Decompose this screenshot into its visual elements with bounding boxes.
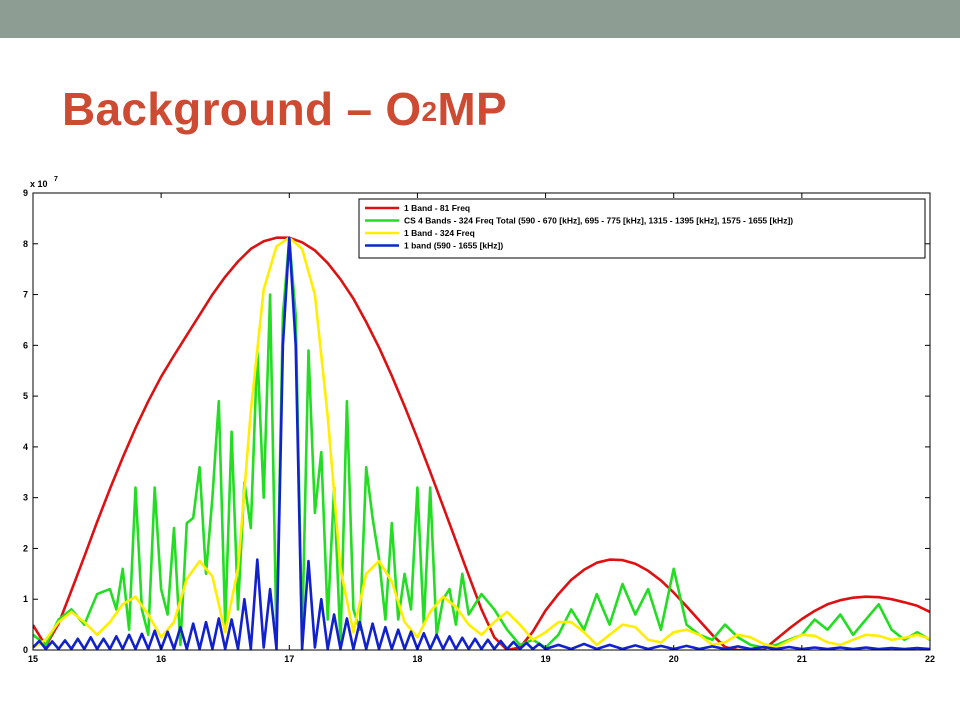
- slide-title-superscript: 2: [421, 96, 438, 127]
- y-tick-label: 8: [23, 239, 28, 249]
- x-tick-label: 22: [925, 654, 935, 664]
- y-multiplier-exponent: 7: [54, 176, 58, 183]
- y-tick-label: 5: [23, 391, 28, 401]
- legend-label: CS 4 Bands - 324 Freq Total (590 - 670 […: [404, 216, 793, 226]
- x-tick-label: 21: [797, 654, 807, 664]
- y-multiplier-label: x 10: [30, 179, 48, 189]
- x-tick-label: 17: [284, 654, 294, 664]
- y-tick-label: 7: [23, 290, 28, 300]
- legend-label: 1 Band - 81 Freq: [404, 203, 470, 213]
- axis-ticks: 15 16 17 18 19 20 21 22 0 1 2 3 4 5 6 7 8 9: [23, 188, 935, 664]
- x-tick-label: 15: [28, 654, 38, 664]
- series-line-4: [33, 236, 930, 650]
- y-tick-label: 2: [23, 543, 28, 553]
- legend-label: 1 band (590 - 1655 [kHz]): [404, 241, 503, 251]
- legend-label: 1 Band - 324 Freq: [404, 228, 475, 238]
- legend-box: [358, 198, 926, 259]
- top-bar: [0, 0, 960, 38]
- y-tick-label: 0: [23, 645, 28, 655]
- x-tick-label: 20: [669, 654, 679, 664]
- legend: 1 Band - 81 Freq CS 4 Bands - 324 Freq To…: [358, 198, 926, 259]
- x-tick-label: 19: [541, 654, 551, 664]
- x-tick-label: 18: [412, 654, 422, 664]
- plot-frame: [32, 192, 931, 651]
- y-tick-label: 3: [23, 493, 28, 503]
- y-tick-label: 6: [23, 340, 28, 350]
- series-layer: [33, 236, 930, 650]
- y-tick-label: 4: [23, 442, 28, 452]
- series-line-2: [33, 237, 930, 649]
- series-line-1: [33, 236, 930, 650]
- slide-title-tail: MP: [437, 83, 507, 135]
- slide-title-main: Background – O: [62, 83, 422, 135]
- series-line-3: [33, 236, 930, 649]
- slide-title: Background – O2MP: [62, 82, 507, 136]
- x-tick-label: 16: [156, 654, 166, 664]
- y-tick-label: 9: [23, 188, 28, 198]
- y-tick-label: 1: [23, 594, 28, 604]
